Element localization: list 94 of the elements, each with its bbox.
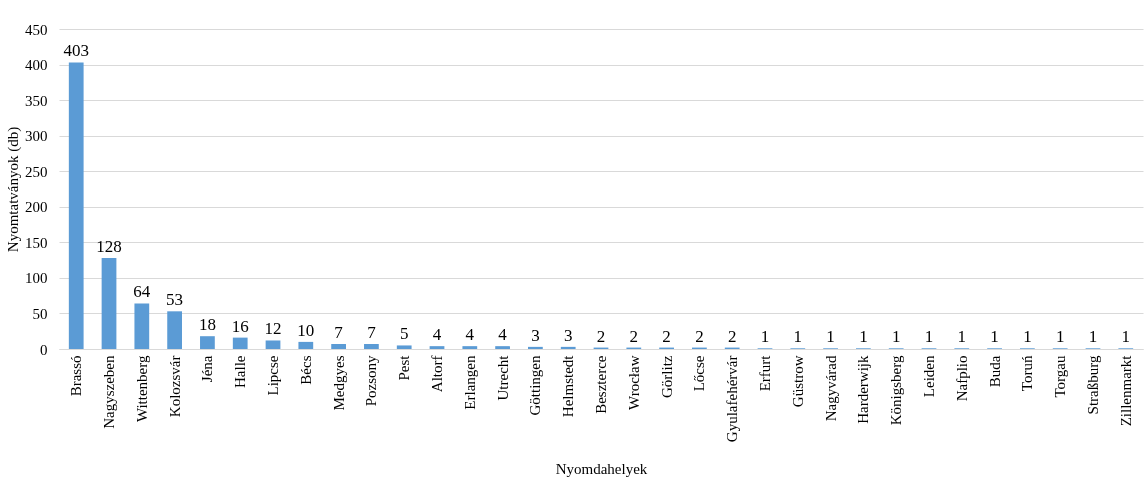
y-tick-label: 200 xyxy=(25,199,48,216)
bar xyxy=(134,303,150,349)
x-tick-label: Gyulafehérvár xyxy=(724,355,741,443)
data-label: 128 xyxy=(96,236,122,256)
x-tick-label: Beszterce xyxy=(593,355,609,414)
x-tick-label: Erlangen xyxy=(461,355,478,410)
x-tick-label: Straßburg xyxy=(1084,355,1101,415)
x-tick-label: Altorf xyxy=(429,355,446,393)
data-label: 16 xyxy=(231,316,249,336)
y-tick-label: 100 xyxy=(25,270,48,287)
x-tick-label: Utrecht xyxy=(494,354,511,401)
x-tick-label: Wrocław xyxy=(625,355,642,410)
x-tick-label: Leiden xyxy=(920,355,937,398)
data-label: 1 xyxy=(1023,327,1032,347)
data-label: 2 xyxy=(662,326,671,346)
data-label: 403 xyxy=(63,41,89,61)
x-tick-label: Bécs xyxy=(297,355,314,385)
data-label: 1 xyxy=(793,327,803,347)
data-label: 2 xyxy=(629,326,639,346)
data-label: 10 xyxy=(297,320,315,340)
bar xyxy=(298,341,314,349)
y-tick-label: 300 xyxy=(25,128,48,145)
x-tick-label: Görlitz xyxy=(658,355,675,398)
data-label: 4 xyxy=(432,325,442,345)
data-label: 5 xyxy=(399,324,409,344)
data-label: 1 xyxy=(1121,327,1131,347)
bar xyxy=(101,257,117,349)
bar xyxy=(331,344,346,349)
bar xyxy=(396,345,412,349)
data-label: 4 xyxy=(465,325,475,345)
data-label: 2 xyxy=(695,326,704,346)
data-label: 1 xyxy=(826,327,835,347)
y-tick-label: 150 xyxy=(25,234,48,251)
x-tick-label: Harderwijk xyxy=(855,355,872,424)
x-tick-label: Pozsony xyxy=(363,355,380,407)
bar xyxy=(265,340,281,349)
x-tick-label: Nagyszeben xyxy=(101,355,118,429)
data-label: 1 xyxy=(859,327,868,347)
y-axis-title: Nyomtatványok (db) xyxy=(5,126,22,253)
data-label: 1 xyxy=(1055,327,1065,347)
y-tick-label: 250 xyxy=(25,163,48,180)
data-label: 18 xyxy=(198,315,216,335)
x-tick-label: Zillenmarkt xyxy=(1117,354,1134,427)
data-label: 4 xyxy=(498,325,508,345)
data-label: 3 xyxy=(531,325,540,345)
x-tick-label: Toruń xyxy=(1019,355,1036,392)
x-tick-label: Göttingen xyxy=(527,355,544,416)
x-tick-label: Kolozsvár xyxy=(166,355,183,418)
x-tick-label: Lipcse xyxy=(265,355,282,396)
x-tick-label: Torgau xyxy=(1052,355,1069,398)
data-label: 1 xyxy=(891,327,901,347)
x-tick-label: Erfurt xyxy=(756,354,773,392)
bar xyxy=(167,311,182,349)
data-label: 12 xyxy=(264,319,282,339)
x-tick-label: Medgyes xyxy=(330,355,347,411)
x-axis-title: Nyomdahelyek xyxy=(555,461,648,478)
x-tick-label: Nafplio xyxy=(953,355,970,402)
y-tick-label: 350 xyxy=(25,92,48,109)
y-tick-label: 50 xyxy=(32,305,48,322)
bar xyxy=(495,346,510,349)
x-tick-label: Jéna xyxy=(199,355,216,383)
bar xyxy=(232,337,248,349)
data-label: 1 xyxy=(924,327,934,347)
y-tick-label: 450 xyxy=(25,21,48,38)
bar xyxy=(560,346,576,349)
data-label: 64 xyxy=(133,282,151,302)
y-tick-label: 0 xyxy=(40,341,48,358)
x-tick-label: Königsberg xyxy=(888,355,905,426)
bar xyxy=(68,62,84,349)
data-label: 1 xyxy=(760,327,770,347)
bar xyxy=(364,344,379,349)
data-label: 2 xyxy=(727,326,737,346)
data-label: 1 xyxy=(990,327,999,347)
x-tick-label: Güstrow xyxy=(789,355,806,408)
y-tick-label: 400 xyxy=(25,57,48,74)
data-label: 1 xyxy=(1088,327,1098,347)
bar xyxy=(429,346,445,349)
x-tick-label: Helmstedt xyxy=(560,354,577,418)
bar xyxy=(200,336,215,349)
x-tick-label: Halle xyxy=(232,355,249,388)
x-tick-label: Lőcse xyxy=(691,355,708,392)
x-tick-label: Pest xyxy=(396,354,413,381)
x-tick-label: Brassó xyxy=(68,355,85,397)
data-label: 3 xyxy=(563,325,573,345)
data-label: 53 xyxy=(166,290,184,310)
x-tick-label: Nagyvárad xyxy=(822,355,839,422)
bar xyxy=(462,346,478,349)
bar xyxy=(528,346,543,349)
data-label: 7 xyxy=(334,323,344,343)
x-tick-label: Wittenberg xyxy=(133,355,150,423)
x-tick-label: Buda xyxy=(986,355,1003,388)
data-label: 1 xyxy=(957,327,967,347)
data-label: 7 xyxy=(367,323,377,343)
data-label: 2 xyxy=(596,326,606,346)
